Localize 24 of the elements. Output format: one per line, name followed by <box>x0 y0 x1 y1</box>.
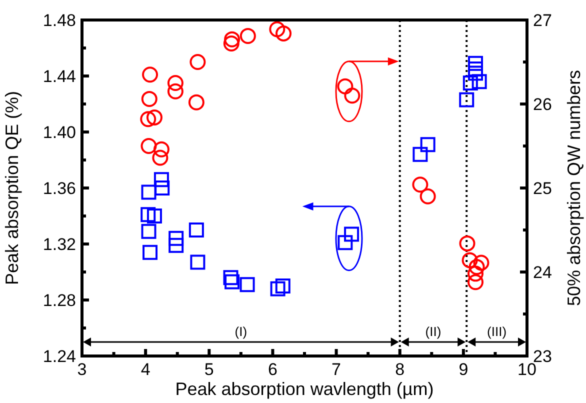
y-tick-label: 1.28 <box>42 291 76 310</box>
y-tick-label: 1.48 <box>42 11 76 30</box>
x-tick-label: 5 <box>204 360 214 379</box>
y2-tick-label: 24 <box>533 263 552 282</box>
y-tick-label: 1.32 <box>42 235 76 254</box>
x-tick-label: 6 <box>268 360 278 379</box>
y-tick-label: 1.36 <box>42 179 76 198</box>
y2-axis-title: 50% absorption QW numbers <box>564 70 584 306</box>
y2-tick-label: 27 <box>533 11 552 30</box>
y-tick-label: 1.44 <box>42 67 76 86</box>
x-tick-label: 4 <box>140 360 150 379</box>
x-tick-label: 7 <box>332 360 342 379</box>
x-tick-label: 9 <box>458 360 468 379</box>
y-axis-title: Peak absorption QE (%) <box>2 90 22 286</box>
annotation: (II) <box>425 324 442 339</box>
annotation: (I) <box>234 324 248 339</box>
annotation: (III) <box>487 324 507 339</box>
x-axis-title: Peak absorption wavlength (µm) <box>175 379 434 399</box>
x-tick-label: 8 <box>395 360 405 379</box>
y2-tick-label: 25 <box>533 179 552 198</box>
y2-tick-label: 26 <box>533 95 552 114</box>
y-tick-label: 1.40 <box>42 123 76 142</box>
y-tick-label: 1.24 <box>42 347 76 366</box>
x-tick-label: 3 <box>77 360 87 379</box>
